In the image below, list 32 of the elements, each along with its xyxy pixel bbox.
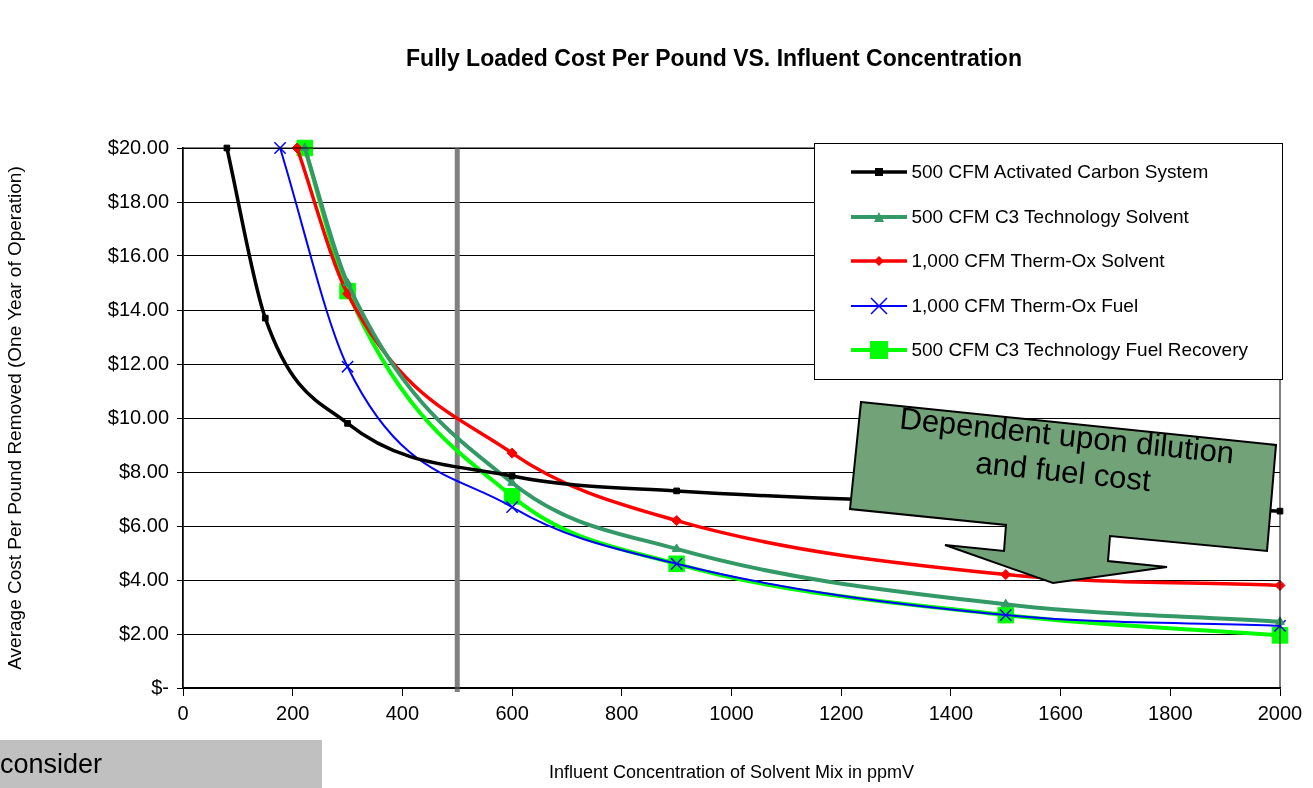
x-axis-title: Influent Concentration of Solvent Mix in ppmV [548,762,915,783]
y-tick-label: $2.00 [118,621,169,644]
y-tick-label: $18.00 [107,189,169,212]
y-tick-label: $8.00 [118,459,169,482]
x-tick-label: 200 [276,701,310,724]
y-tick-label: $4.00 [118,567,169,590]
x-tick-label: 1600 [1038,701,1083,724]
x-tick-label: 1200 [818,701,864,724]
legend-label: 500 CFM C3 Technology Solvent [911,205,1189,228]
annotation: Dependent upon dilution and fuel cost [896,399,1237,500]
chart-title: Fully Loaded Cost Per Pound VS. Influent Concentration [406,45,1022,71]
x-tick-label: 600 [495,701,529,724]
x-tick-label: 1400 [928,701,974,724]
legend-label: 1,000 CFM Therm-Ox Solvent [911,250,1165,273]
y-tick-label: $20.00 [107,135,169,158]
y-tick-label: $6.00 [118,513,169,536]
x-tick-label: 1800 [1148,701,1193,724]
x-tick-label: 400 [385,701,420,724]
y-tick-label: $- [151,675,169,698]
y-tick-label: $12.00 [107,351,169,374]
legend-label: 500 CFM C3 Technology Fuel Recovery [911,339,1248,362]
text: consider [0,740,322,788]
y-tick-label: $16.00 [107,243,169,266]
y-tick-label: $10.00 [107,405,169,428]
y-tick-label: $14.00 [107,297,169,320]
x-tick-label: 1000 [709,701,754,724]
x-tick-label: 2000 [1257,701,1303,724]
x-tick-label: 800 [605,701,639,724]
x-tick-label: 0 [177,701,189,724]
y-axis-title: Average Cost Per Pound Removed (One Year of Operation) [3,166,25,670]
legend-label: 1,000 CFM Therm-Ox Fuel [911,294,1139,317]
legend-label: 500 CFM Activated Carbon System [911,161,1209,184]
